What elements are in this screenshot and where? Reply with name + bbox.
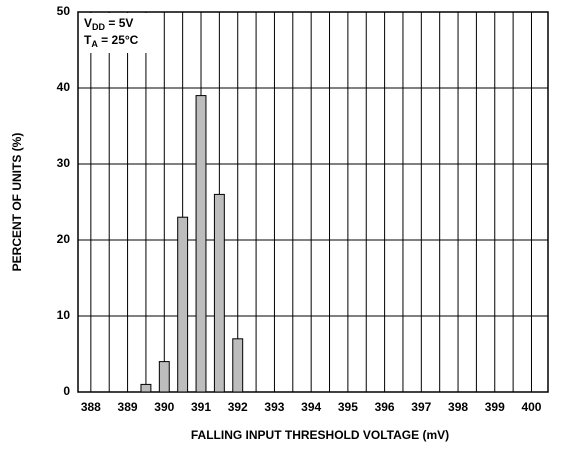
x-tick-label: 394: [301, 400, 321, 414]
bar: [177, 216, 189, 393]
x-axis-title: FALLING INPUT THRESHOLD VOLTAGE (mV): [191, 428, 449, 442]
x-tick-label: 392: [228, 400, 248, 414]
annotation-main: V: [84, 16, 92, 30]
annotation: VDD = 5V: [84, 16, 133, 32]
y-axis-title: PERCENT OF UNITS (%): [10, 133, 24, 272]
y-tick-label: 10: [57, 308, 71, 322]
y-tick-label: 0: [63, 384, 70, 398]
x-tick-label: 396: [375, 400, 395, 414]
annotation-rest: = 5V: [105, 16, 133, 30]
y-tick-label: 50: [57, 4, 71, 18]
y-tick-label: 40: [57, 80, 71, 94]
annotation: TA = 25°C: [84, 33, 139, 49]
y-tick-label: 30: [57, 156, 71, 170]
bar: [140, 383, 152, 393]
bar: [195, 95, 207, 393]
annotation-sub: DD: [92, 22, 105, 32]
annotation-box: [79, 13, 151, 53]
annotation-main: T: [84, 33, 92, 47]
x-tick-label: 398: [448, 400, 468, 414]
annotation-rest: = 25°C: [98, 33, 139, 47]
x-tick-label: 389: [118, 400, 138, 414]
plot-frame: [77, 11, 549, 393]
x-tick-label: 397: [411, 400, 431, 414]
x-tick-label: 400: [521, 400, 541, 414]
x-tick-label: 391: [191, 400, 211, 414]
bar: [213, 193, 225, 393]
x-tick-label: 393: [264, 400, 284, 414]
annotation-sub: A: [91, 39, 98, 49]
x-tick-label: 388: [81, 400, 101, 414]
bar: [158, 361, 170, 393]
x-tick-label: 399: [485, 400, 505, 414]
y-tick-label: 20: [57, 232, 71, 246]
x-tick-label: 395: [338, 400, 358, 414]
bar: [232, 338, 244, 393]
x-tick-label: 390: [154, 400, 174, 414]
